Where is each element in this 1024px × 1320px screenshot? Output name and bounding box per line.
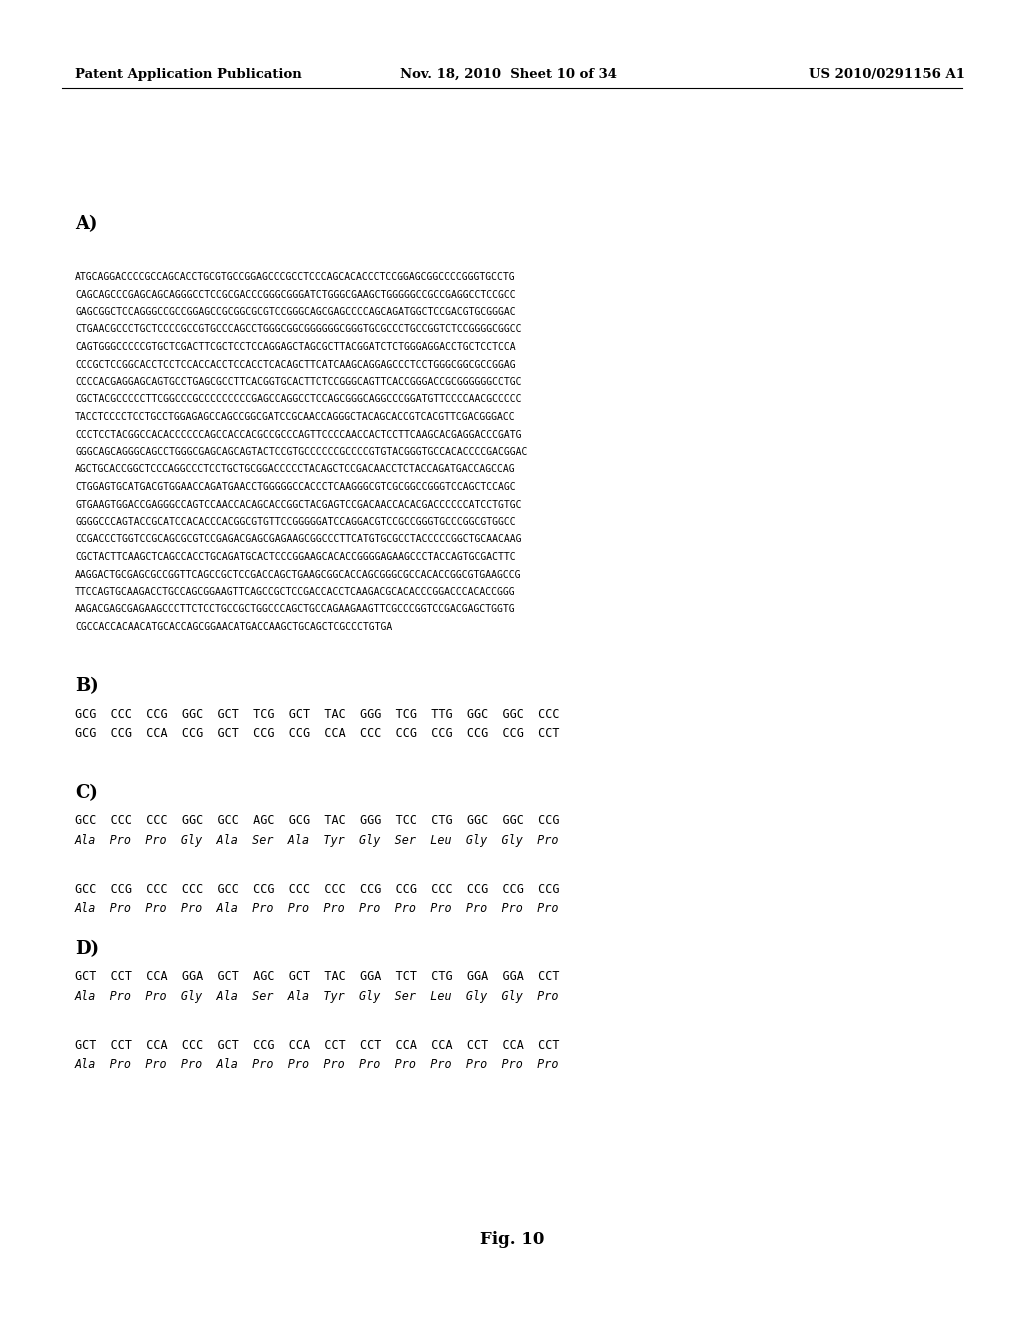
Text: A): A) [75, 215, 97, 234]
Text: CCGACCCTGGTCCGCAGCGCGTCCGAGACGAGCGAGAAGCGGCCCTTCATGTGCGCCTACCCCCGGCTGCAACAAG: CCGACCCTGGTCCGCAGCGCGTCCGAGACGAGCGAGAAGC… [75, 535, 521, 544]
Text: Ala  Pro  Pro  Pro  Ala  Pro  Pro  Pro  Pro  Pro  Pro  Pro  Pro  Pro: Ala Pro Pro Pro Ala Pro Pro Pro Pro Pro … [75, 1059, 559, 1072]
Text: Nov. 18, 2010  Sheet 10 of 34: Nov. 18, 2010 Sheet 10 of 34 [400, 69, 617, 81]
Text: CCCGCTCCGGCACCTCCTCCACCACCTCCACCTCACAGCTTCATCAAGCAGGAGCCCTCCTGGGCGGCGCCGGAG: CCCGCTCCGGCACCTCCTCCACCACCTCCACCTCACAGCT… [75, 359, 516, 370]
Text: CCCTCCTACGGCCACACCCCCCAGCCACCACGCCGCCCAGTTCCCCAACCACTCCTTCAAGCACGAGGACCCGATG: CCCTCCTACGGCCACACCCCCCAGCCACCACGCCGCCCAG… [75, 429, 521, 440]
Text: AAGACGAGCGAGAAGCCCTTCTCCTGCCGCTGGCCCAGCTGCCAGAAGAAGTTCGCCCGGTCCGACGAGCTGGTG: AAGACGAGCGAGAAGCCCTTCTCCTGCCGCTGGCCCAGCT… [75, 605, 516, 615]
Text: GCG  CCC  CCG  GGC  GCT  TCG  GCT  TAC  GGG  TCG  TTG  GGC  GGC  CCC: GCG CCC CCG GGC GCT TCG GCT TAC GGG TCG … [75, 708, 559, 721]
Text: CAGTGGGCCCCCGTGCTCGACTTCGCTCCTCCAGGAGCTAGCGCTTACGGATCTCTGGGAGGACCTGCTCCTCCA: CAGTGGGCCCCCGTGCTCGACTTCGCTCCTCCAGGAGCTA… [75, 342, 516, 352]
Text: GTGAAGTGGACCGAGGGCCAGTCCAACCACAGCACCGGCTACGAGTCCGACAACCACACGACCCCCCATCCTGTGC: GTGAAGTGGACCGAGGGCCAGTCCAACCACAGCACCGGCT… [75, 499, 521, 510]
Text: B): B) [75, 677, 98, 696]
Text: US 2010/0291156 A1: US 2010/0291156 A1 [809, 69, 965, 81]
Text: GGGCAGCAGGGCAGCCTGGGCGAGCAGCAGTACTCCGTGCCCCCCGCCCCGTGTACGGGTGCCACACCCCGACGGAC: GGGCAGCAGGGCAGCCTGGGCGAGCAGCAGTACTCCGTGC… [75, 447, 527, 457]
Text: GGGGCCCAGTACCGCATCCACACCCACGGCGTGTTCCGGGGGATCCAGGACGTCCGCCGGGTGCCCGGCGTGGCC: GGGGCCCAGTACCGCATCCACACCCACGGCGTGTTCCGGG… [75, 517, 516, 527]
Text: CGCTACGCCCCCTTCGGCCCGCCCCCCCCCGAGCCAGGCCTCCAGCGGGCAGGCCCGGATGTTCCCCAACGCCCCC: CGCTACGCCCCCTTCGGCCCGCCCCCCCCCGAGCCAGGCC… [75, 395, 521, 404]
Text: AGCTGCACCGGCTCCCAGGCCCTCCTGCTGCGGACCCCCTACAGCTCCGACAACCTCTACCAGATGACCAGCCAG: AGCTGCACCGGCTCCCAGGCCCTCCTGCTGCGGACCCCCT… [75, 465, 516, 474]
Text: CTGAACGCCCTGCTCCCCGCCGTGCCCAGCCTGGGCGGCGGGGGGCGGGTGCGCCCTGCCGGTCTCCGGGGCGGCC: CTGAACGCCCTGCTCCCCGCCGTGCCCAGCCTGGGCGGCG… [75, 325, 521, 334]
Text: CGCCACCACAACATGCACCAGCGGAACATGACCAAGCTGCAGCTCGCCCTGTGA: CGCCACCACAACATGCACCAGCGGAACATGACCAAGCTGC… [75, 622, 392, 632]
Text: GAGCGGCTCCAGGGCCGCCGGAGCCGCGGCGCGTCCGGGCAGCGAGCCCCAGCAGATGGCTCCGACGTGCGGGAC: GAGCGGCTCCAGGGCCGCCGGAGCCGCGGCGCGTCCGGGC… [75, 308, 516, 317]
Text: Ala  Pro  Pro  Gly  Ala  Ser  Ala  Tyr  Gly  Ser  Leu  Gly  Gly  Pro: Ala Pro Pro Gly Ala Ser Ala Tyr Gly Ser … [75, 834, 559, 847]
Text: GCT  CCT  CCA  GGA  GCT  AGC  GCT  TAC  GGA  TCT  CTG  GGA  GGA  CCT: GCT CCT CCA GGA GCT AGC GCT TAC GGA TCT … [75, 970, 559, 983]
Text: GCT  CCT  CCA  CCC  GCT  CCG  CCA  CCT  CCT  CCA  CCA  CCT  CCA  CCT: GCT CCT CCA CCC GCT CCG CCA CCT CCT CCA … [75, 1039, 559, 1052]
Text: CTGGAGTGCATGACGTGGAACCAGATGAACCTGGGGGCCACCCTCAAGGGCGTCGCGGCCGGGTCCAGCTCCAGC: CTGGAGTGCATGACGTGGAACCAGATGAACCTGGGGGCCA… [75, 482, 516, 492]
Text: ATGCAGGACCCCGCCAGCACCTGCGTGCCGGAGCCCGCCTCCCAGCACACCCTCCGGAGCGGCCCCGGGTGCCTG: ATGCAGGACCCCGCCAGCACCTGCGTGCCGGAGCCCGCCT… [75, 272, 516, 282]
Text: TACCTCCCCTCCTGCCTGGAGAGCCAGCCGGCGATCCGCAACCAGGGCTACAGCACCGTCACGTTCGACGGGACC: TACCTCCCCTCCTGCCTGGAGAGCCAGCCGGCGATCCGCA… [75, 412, 516, 422]
Text: Fig. 10: Fig. 10 [480, 1232, 544, 1247]
Text: Ala  Pro  Pro  Pro  Ala  Pro  Pro  Pro  Pro  Pro  Pro  Pro  Pro  Pro: Ala Pro Pro Pro Ala Pro Pro Pro Pro Pro … [75, 903, 559, 916]
Text: D): D) [75, 940, 99, 958]
Text: GCC  CCG  CCC  CCC  GCC  CCG  CCC  CCC  CCG  CCG  CCC  CCG  CCG  CCG: GCC CCG CCC CCC GCC CCG CCC CCC CCG CCG … [75, 883, 559, 896]
Text: AAGGACTGCGAGCGCCGGTTCAGCCGCTCCGACCAGCTGAAGCGGCACCAGCGGGCGCCACACCGGCGTGAAGCCG: AAGGACTGCGAGCGCCGGTTCAGCCGCTCCGACCAGCTGA… [75, 569, 521, 579]
Text: Ala  Pro  Pro  Gly  Ala  Ser  Ala  Tyr  Gly  Ser  Leu  Gly  Gly  Pro: Ala Pro Pro Gly Ala Ser Ala Tyr Gly Ser … [75, 990, 559, 1003]
Text: CCCCACGAGGAGCAGTGCCTGAGCGCCTTCACGGTGCACTTCTCCGGGCAGTTCACCGGGACCGCGGGGGGCCTGC: CCCCACGAGGAGCAGTGCCTGAGCGCCTTCACGGTGCACT… [75, 378, 521, 387]
Text: GCC  CCC  CCC  GGC  GCC  AGC  GCG  TAC  GGG  TCC  CTG  GGC  GGC  CCG: GCC CCC CCC GGC GCC AGC GCG TAC GGG TCC … [75, 814, 559, 828]
Text: TTCCAGTGCAAGACCTGCCAGCGGAAGTTCAGCCGCTCCGACCACCTCAAGACGCACACCCGGACCCACACCGGG: TTCCAGTGCAAGACCTGCCAGCGGAAGTTCAGCCGCTCCG… [75, 587, 516, 597]
Text: GCG  CCG  CCA  CCG  GCT  CCG  CCG  CCA  CCC  CCG  CCG  CCG  CCG  CCT: GCG CCG CCA CCG GCT CCG CCG CCA CCC CCG … [75, 727, 559, 741]
Text: Patent Application Publication: Patent Application Publication [75, 69, 302, 81]
Text: CGCTACTTCAAGCTCAGCCACCTGCAGATGCACTCCCGGAAGCACACCGGGGAGAAGCCCTACCAGTGCGACTTC: CGCTACTTCAAGCTCAGCCACCTGCAGATGCACTCCCGGA… [75, 552, 516, 562]
Text: CAGCAGCCCGAGCAGCAGGGCCTCCGCGACCCGGGCGGGATCTGGGCGAAGCTGGGGGCCGCCGAGGCCTCCGCC: CAGCAGCCCGAGCAGCAGGGCCTCCGCGACCCGGGCGGGA… [75, 289, 516, 300]
Text: C): C) [75, 784, 98, 803]
